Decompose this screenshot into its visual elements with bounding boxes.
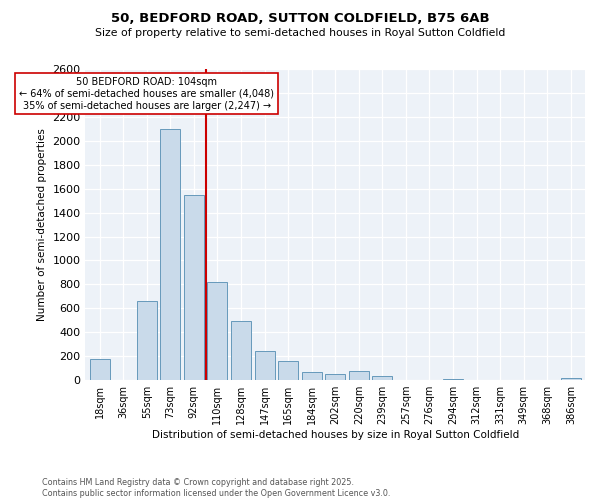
Bar bbox=[160, 129, 181, 380]
Bar bbox=[254, 352, 275, 380]
Text: 50 BEDFORD ROAD: 104sqm
← 64% of semi-detached houses are smaller (4,048)
35% of: 50 BEDFORD ROAD: 104sqm ← 64% of semi-de… bbox=[19, 78, 274, 110]
Bar bbox=[184, 194, 204, 380]
Text: 50, BEDFORD ROAD, SUTTON COLDFIELD, B75 6AB: 50, BEDFORD ROAD, SUTTON COLDFIELD, B75 … bbox=[110, 12, 490, 26]
Bar bbox=[231, 322, 251, 380]
Bar bbox=[325, 374, 345, 380]
Bar bbox=[443, 379, 463, 380]
Bar bbox=[561, 378, 581, 380]
Y-axis label: Number of semi-detached properties: Number of semi-detached properties bbox=[37, 128, 47, 321]
Bar bbox=[208, 282, 227, 380]
X-axis label: Distribution of semi-detached houses by size in Royal Sutton Coldfield: Distribution of semi-detached houses by … bbox=[152, 430, 519, 440]
Bar bbox=[278, 361, 298, 380]
Bar bbox=[89, 358, 110, 380]
Bar bbox=[137, 301, 157, 380]
Bar bbox=[349, 370, 369, 380]
Text: Contains HM Land Registry data © Crown copyright and database right 2025.
Contai: Contains HM Land Registry data © Crown c… bbox=[42, 478, 391, 498]
Text: Size of property relative to semi-detached houses in Royal Sutton Coldfield: Size of property relative to semi-detach… bbox=[95, 28, 505, 38]
Bar bbox=[302, 372, 322, 380]
Bar bbox=[373, 376, 392, 380]
